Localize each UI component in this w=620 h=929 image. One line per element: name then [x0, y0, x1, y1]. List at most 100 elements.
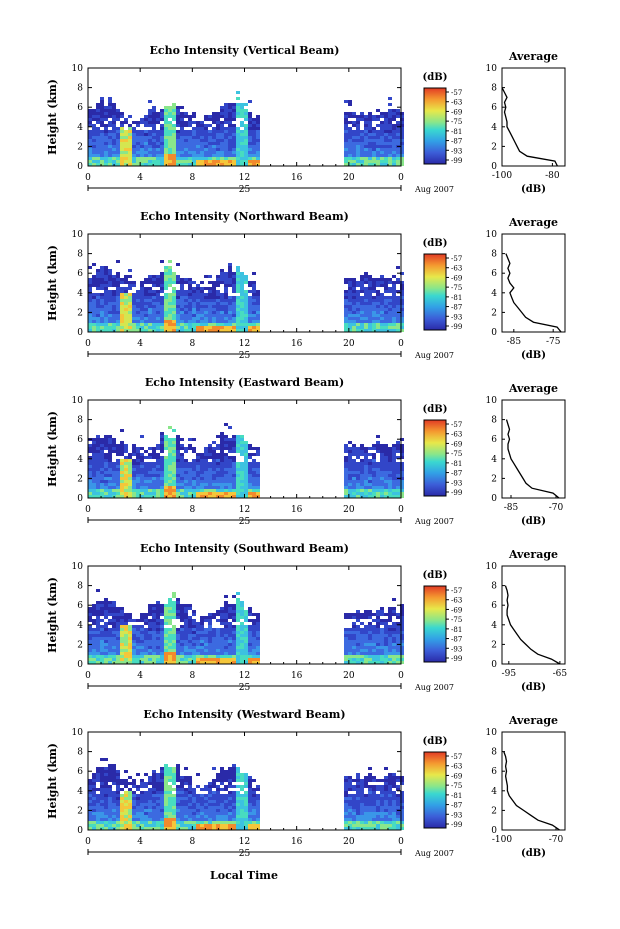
avg-y-tick-label: 4 [491, 289, 497, 299]
colorbar-tick-label: -75 [451, 284, 462, 292]
colorbar-tick-label: -87 [451, 802, 462, 810]
date-label: Aug 2007 [414, 517, 454, 526]
avg-x-label: (dB) [521, 682, 546, 693]
avg-x-tick-label: -100 [492, 171, 512, 181]
avg-profile-line [501, 87, 558, 167]
y-tick-label: 4 [77, 123, 83, 133]
colorbar-tick-label: -69 [451, 108, 462, 116]
x-tick-label: 16 [291, 173, 303, 183]
colorbar-tick-label: -99 [451, 323, 462, 331]
x-tick-label: 0 [398, 671, 404, 681]
avg-y-tick-label: 10 [486, 64, 498, 74]
colorbar-tick-label: -87 [451, 138, 462, 146]
y-tick-label: 6 [77, 435, 83, 445]
y-tick-label: 0 [77, 162, 83, 172]
y-tick-label: 0 [77, 826, 83, 836]
colorbar-tick-label: -93 [451, 645, 462, 653]
colorbar-tick-label: -69 [451, 440, 462, 448]
y-tick-label: 6 [77, 767, 83, 777]
avg-y-tick-label: 8 [491, 250, 497, 260]
local-time-label: Local Time [210, 869, 278, 882]
avg-y-tick-label: 0 [491, 826, 497, 836]
y-tick-label: 4 [77, 455, 83, 465]
y-tick-label: 10 [72, 562, 84, 572]
avg-title: Average [508, 216, 558, 229]
y-tick-label: 2 [77, 474, 83, 484]
avg-y-tick-label: 2 [491, 142, 497, 152]
colorbar-tick-label: -93 [451, 811, 462, 819]
colorbar-tick-label: -57 [451, 421, 462, 429]
date-day-label: 25 [239, 185, 251, 195]
x-tick-label: 0 [85, 505, 91, 515]
avg-y-tick-label: 8 [491, 748, 497, 758]
avg-x-tick-label: -95 [502, 669, 517, 679]
avg-y-tick-label: 6 [491, 601, 497, 611]
panel-3: Echo Intensity (Eastward Beam)0 4 8 12 16 20 0… [46, 376, 566, 527]
avg-y-tick-label: 6 [491, 435, 497, 445]
avg-y-tick-label: 4 [491, 621, 497, 631]
x-tick-label: 20 [343, 339, 355, 349]
avg-y-tick-label: 0 [491, 660, 497, 670]
avg-y-tick-label: 2 [491, 640, 497, 650]
panel-title: Echo Intensity (Westward Beam) [143, 708, 345, 721]
x-tick-label: 0 [398, 173, 404, 183]
colorbar-unit: (dB) [423, 736, 448, 747]
panel-5: Echo Intensity (Westward Beam)0 4 8 12 16 20 0… [46, 708, 566, 859]
colorbar-unit: (dB) [423, 404, 448, 415]
avg-x-tick-label: -85 [504, 503, 519, 513]
heatmap-cells [88, 589, 404, 664]
y-tick-label: 2 [77, 142, 83, 152]
avg-y-tick-label: 8 [491, 416, 497, 426]
colorbar-tick-label: -63 [451, 431, 462, 439]
avg-profile-line [504, 585, 561, 665]
avg-title: Average [508, 50, 558, 63]
avg-y-tick-label: 2 [491, 806, 497, 816]
x-tick-label: 8 [189, 173, 195, 183]
y-tick-label: 2 [77, 308, 83, 318]
y-tick-label: 8 [77, 748, 83, 758]
colorbar-tick-label: -75 [451, 616, 462, 624]
x-tick-label: 8 [189, 505, 195, 515]
colorbar-tick-label: -75 [451, 118, 462, 126]
avg-x-label: (dB) [521, 350, 546, 361]
avg-frame [501, 565, 566, 665]
avg-x-label: (dB) [521, 848, 546, 859]
panel-title: Echo Intensity (Northward Beam) [140, 210, 349, 223]
heatmap-cells [88, 91, 404, 166]
y-tick-label: 4 [77, 621, 83, 631]
colorbar [423, 751, 447, 829]
avg-y-tick-label: 8 [491, 582, 497, 592]
x-tick-label: 0 [85, 339, 91, 349]
avg-y-tick-label: 10 [486, 562, 498, 572]
date-day-label: 25 [239, 683, 251, 693]
x-tick-label: 4 [137, 671, 143, 681]
avg-profile-line [505, 419, 560, 499]
colorbar-tick-label: -63 [451, 763, 462, 771]
x-tick-label: 16 [291, 837, 303, 847]
y-tick-label: 10 [72, 230, 84, 240]
avg-x-tick-label: -100 [492, 835, 512, 845]
y-axis-label: Height (km) [46, 79, 59, 155]
y-tick-label: 8 [77, 250, 83, 260]
colorbar [423, 87, 447, 165]
avg-y-tick-label: 10 [486, 230, 498, 240]
date-label: Aug 2007 [414, 351, 454, 360]
avg-profile-line [505, 253, 562, 333]
panel-4: Echo Intensity (Southward Beam)0 4 8 12 16 20… [46, 542, 567, 693]
colorbar-tick-label: -75 [451, 450, 462, 458]
avg-x-label: (dB) [521, 184, 546, 195]
colorbar-unit: (dB) [423, 238, 448, 249]
avg-x-tick-label: -65 [553, 669, 568, 679]
avg-y-tick-label: 6 [491, 103, 497, 113]
x-tick-label: 0 [398, 505, 404, 515]
colorbar-tick-label: -81 [451, 792, 462, 800]
y-tick-label: 4 [77, 787, 83, 797]
colorbar-tick-label: -93 [451, 313, 462, 321]
colorbar-tick-label: -99 [451, 821, 462, 829]
y-tick-label: 6 [77, 269, 83, 279]
avg-title: Average [508, 714, 558, 727]
colorbar-unit: (dB) [423, 72, 448, 83]
date-label: Aug 2007 [414, 849, 454, 858]
colorbar-tick-label: -75 [451, 782, 462, 790]
